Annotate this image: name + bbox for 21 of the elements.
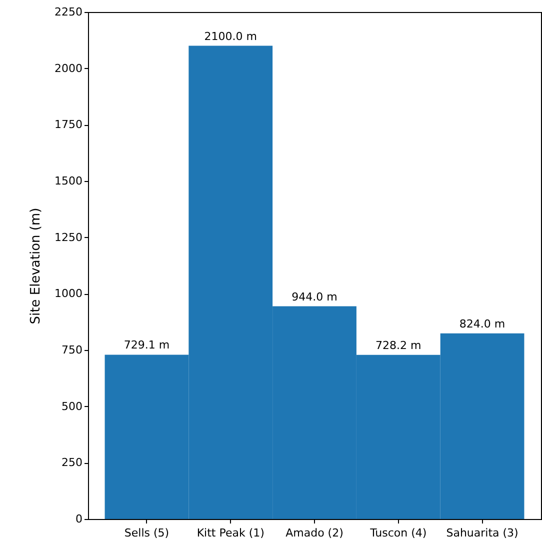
data-label: 2100.0 m [204,30,257,43]
y-tick-label: 750 [62,344,82,356]
y-tick-label: 1500 [54,174,82,188]
x-tick-label: Amado (2) [286,526,344,540]
y-tick-label: 2250 [54,6,82,18]
y-tick-label: 1750 [54,118,82,132]
data-label: 728.2 m [376,338,422,352]
data-label: 824.0 m [459,317,506,330]
x-tick-label: Tuscon (4) [369,526,427,540]
data-label: 944.0 m [292,290,338,304]
y-tick-label: 1250 [54,230,82,244]
y-tick-label: 2000 [54,62,82,75]
x-tick-label: Kitt Peak (1) [196,526,264,540]
y-tick-label: 500 [62,400,82,413]
y-axis-title: Site Elevation (m) [28,208,44,324]
x-tick-label: Sells (5) [124,526,170,540]
y-tick-label: 1000 [54,287,82,300]
y-tick-label: 250 [62,456,82,470]
data-label: 729.1 m [124,338,170,352]
x-tick-label: Sahuarita (3) [446,526,518,540]
y-tick-label: 0 [76,512,82,526]
